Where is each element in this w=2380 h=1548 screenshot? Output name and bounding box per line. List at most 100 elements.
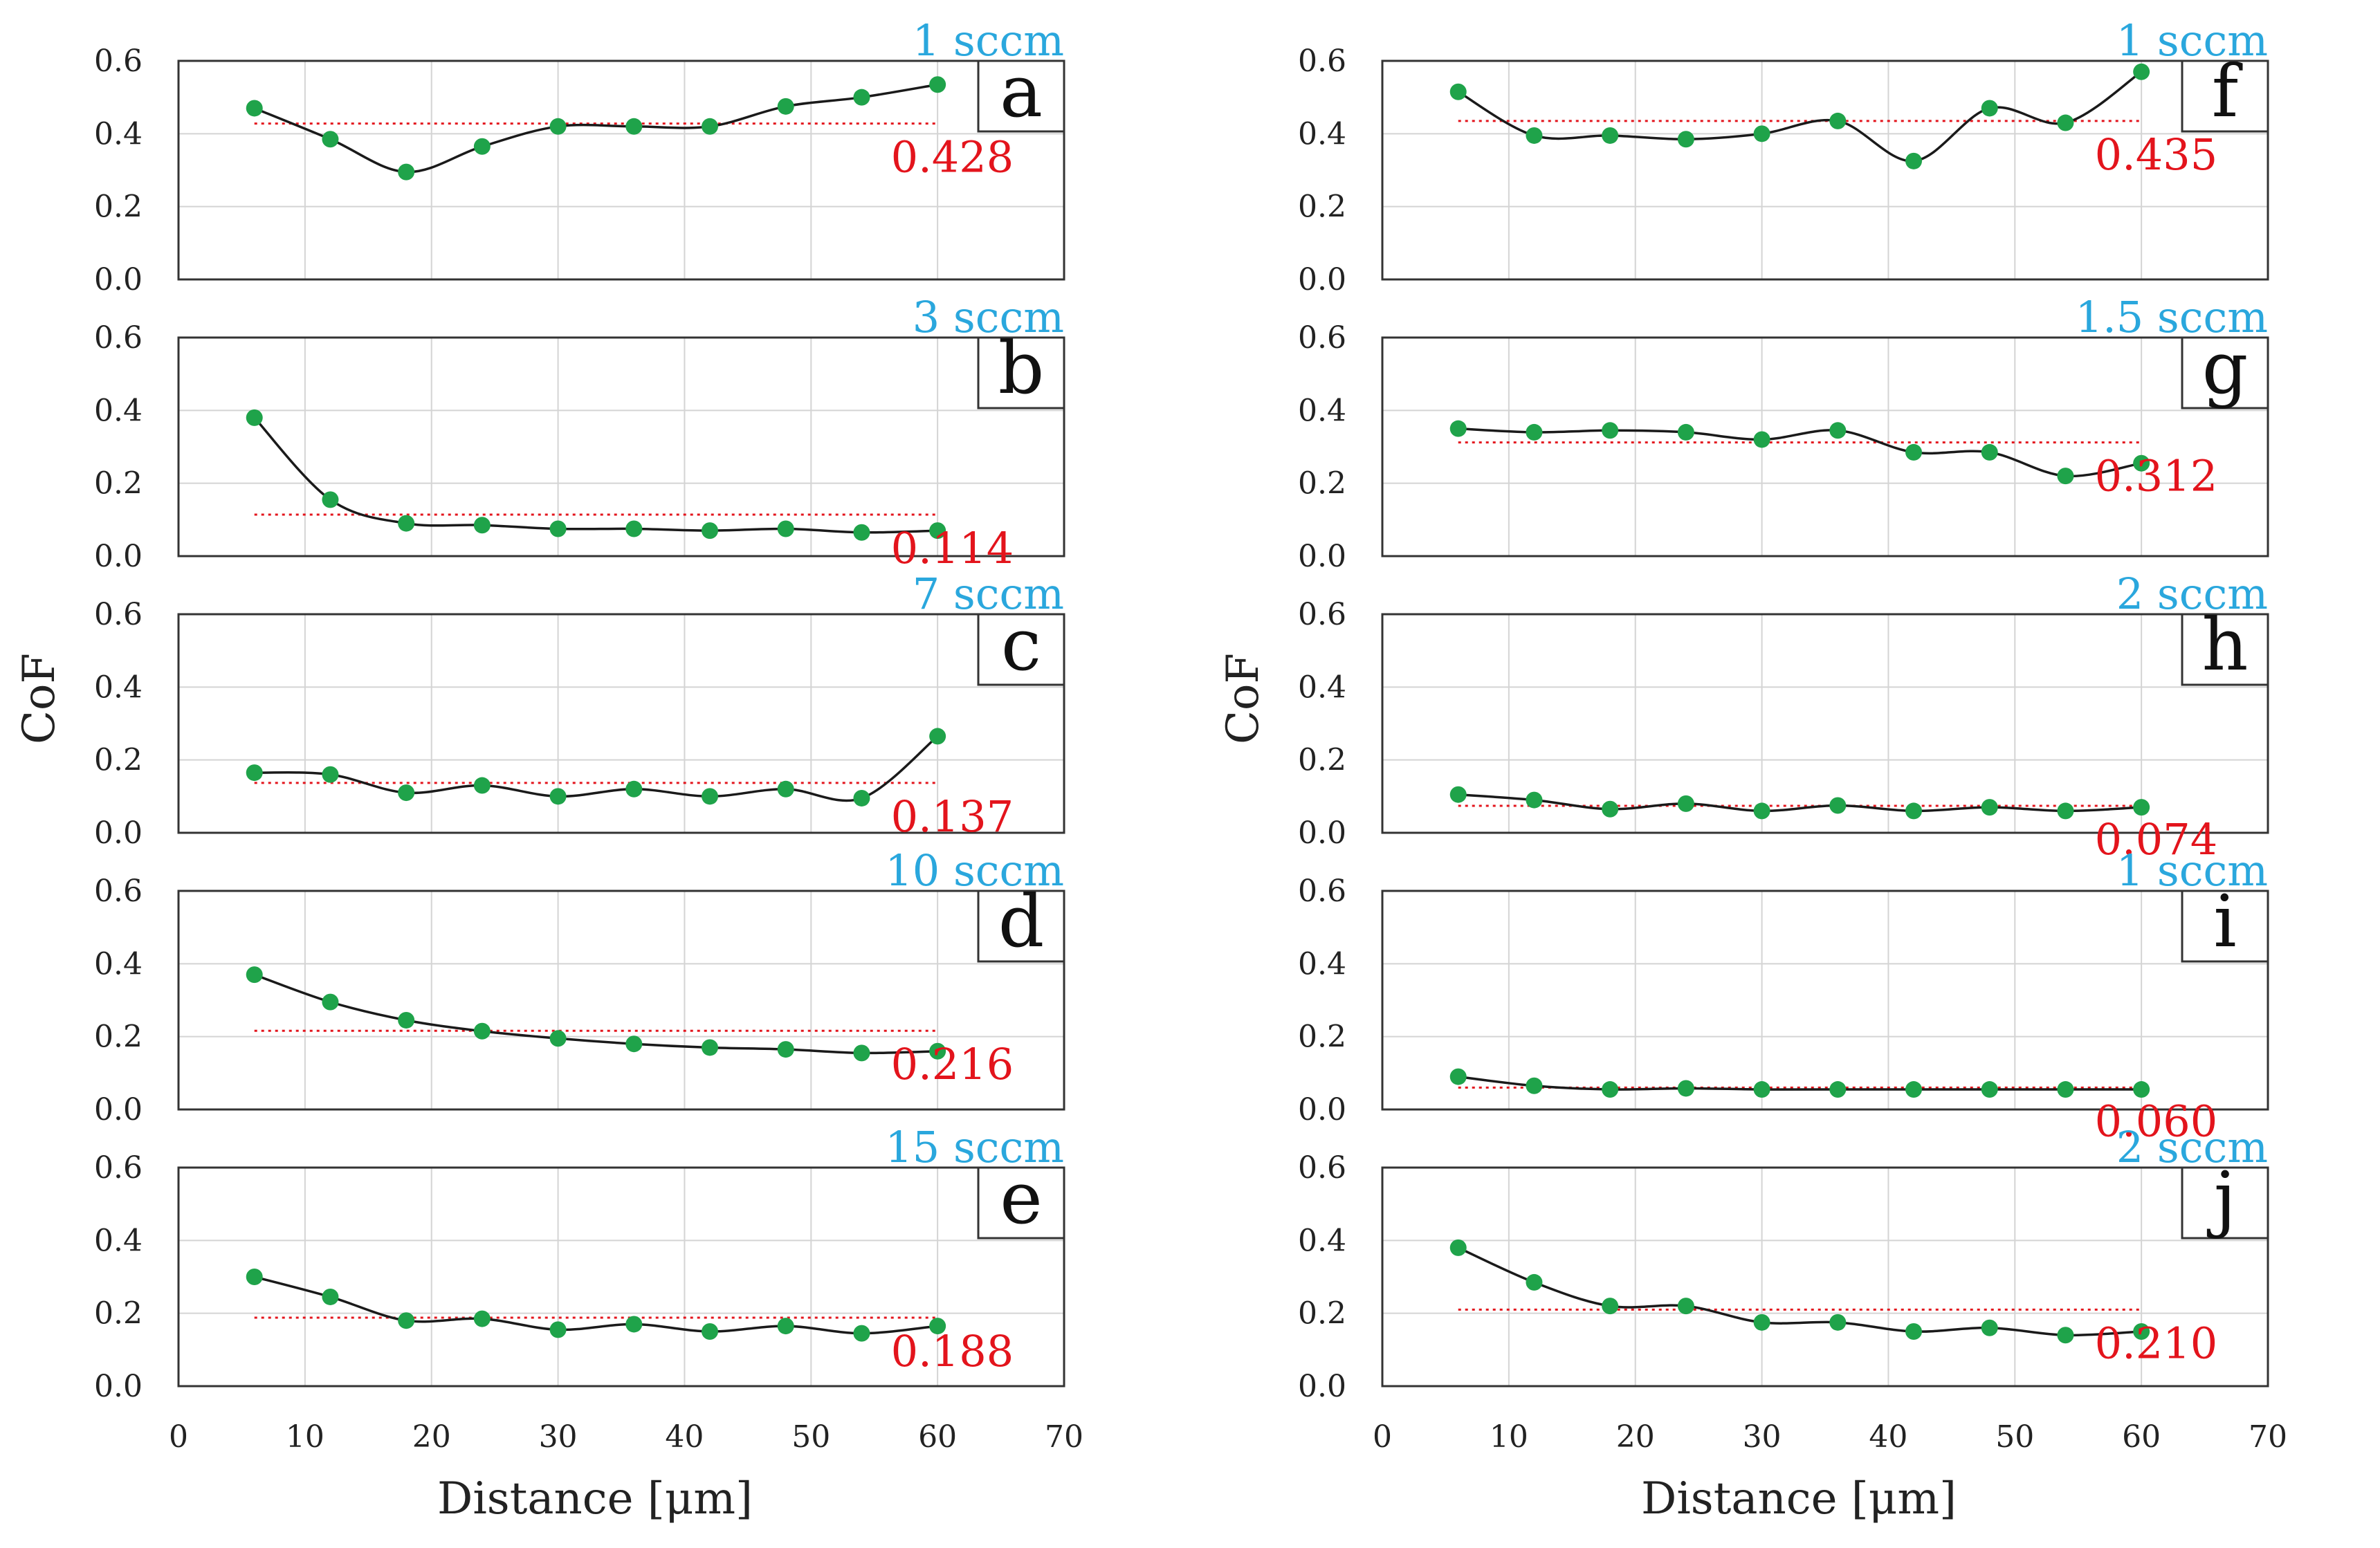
data-point [246, 1269, 263, 1285]
data-point [1905, 1081, 1922, 1098]
data-point [1526, 1077, 1543, 1094]
flow-rate-label: 2 sccm [2116, 1122, 2268, 1172]
data-point [1677, 423, 1694, 441]
y-tick-label: 0.6 [1298, 44, 1346, 79]
right-y-axis-title: CoF [1218, 653, 1269, 744]
plot-frame [1381, 336, 2269, 558]
panel-letter-box [977, 1166, 1065, 1240]
data-point [549, 520, 567, 537]
x-tick-label: 40 [665, 1419, 704, 1455]
flow-rate-label: 10 sccm [885, 845, 1064, 896]
data-point [2057, 468, 2074, 485]
x-tick-label: 0 [169, 1419, 188, 1455]
plot-frame [1381, 1166, 2269, 1388]
flow-rate-label: 3 sccm [913, 292, 1064, 342]
flow-rate-label: 1 sccm [2116, 15, 2268, 66]
data-point [1753, 125, 1770, 142]
data-point [1677, 131, 1694, 148]
data-point [473, 1310, 491, 1327]
series-line [1458, 1075, 2142, 1091]
x-tick-label: 0 [1373, 1419, 1392, 1455]
mean-value-label: 0.428 [891, 132, 1014, 183]
mean-value-label: 0.216 [891, 1039, 1014, 1089]
y-tick-label: 0.2 [1298, 743, 1346, 778]
panel-letter: d [998, 879, 1045, 964]
y-tick-label: 0.0 [94, 816, 143, 851]
plot-frame [177, 1166, 1065, 1388]
mean-value-label: 0.114 [891, 523, 1014, 573]
flow-rate-label: 1 sccm [2116, 845, 2268, 896]
left-y-axis-title: CoF [14, 653, 65, 744]
data-point [1981, 1081, 1998, 1098]
data-point [398, 163, 415, 181]
data-point [1677, 795, 1694, 812]
plot-frame [1381, 59, 2269, 281]
data-point [473, 138, 491, 155]
data-point [1753, 802, 1770, 820]
y-tick-label: 0.0 [94, 539, 143, 574]
data-point [929, 76, 946, 93]
data-point [1829, 422, 1847, 439]
data-point [929, 522, 946, 540]
mean-value-label: 0.137 [891, 791, 1014, 842]
data-point [322, 766, 339, 783]
plot-frame [177, 336, 1065, 558]
panel-letter-box [977, 890, 1065, 963]
data-point [1905, 443, 1922, 461]
y-tick-label: 0.0 [1298, 1092, 1346, 1127]
data-point [625, 118, 643, 135]
panel-letter-box [2181, 890, 2269, 963]
data-point [929, 1042, 946, 1060]
data-point [246, 409, 263, 426]
series-line [1458, 793, 2142, 813]
plot-frame [177, 890, 1065, 1111]
data-point [1449, 1239, 1467, 1256]
series-line [253, 416, 938, 534]
data-point [1981, 799, 1998, 816]
mean-value-label: 0.312 [2095, 451, 2218, 501]
data-point [702, 522, 718, 540]
y-tick-label: 0.4 [94, 393, 143, 428]
y-tick-label: 0.0 [1298, 1369, 1346, 1404]
mean-value-label: 0.435 [2095, 129, 2218, 180]
y-tick-label: 0.2 [1298, 1296, 1346, 1332]
y-tick-label: 0.6 [1298, 1150, 1346, 1186]
data-point [777, 98, 794, 115]
series-line [1458, 427, 2142, 478]
panel-letter-box [977, 613, 1065, 686]
y-tick-label: 0.2 [94, 1020, 143, 1055]
data-point [777, 1041, 794, 1058]
x-tick-label: 10 [286, 1419, 324, 1455]
panel-letter: a [1000, 49, 1043, 133]
data-point [1829, 1081, 1847, 1098]
series-line [254, 735, 939, 802]
data-point [2057, 114, 2074, 131]
plot-frame [177, 613, 1065, 834]
data-point [1449, 83, 1467, 100]
data-point [853, 1044, 870, 1062]
data-point [777, 1318, 794, 1335]
x-tick-label: 30 [539, 1419, 578, 1455]
data-point [1981, 1319, 1998, 1336]
data-point [853, 89, 870, 106]
panel-letter: g [2202, 326, 2249, 410]
y-tick-label: 0.4 [1298, 946, 1346, 982]
y-tick-label: 0.4 [94, 946, 143, 982]
y-tick-label: 0.0 [94, 262, 143, 297]
data-point [1677, 1080, 1694, 1097]
y-tick-label: 0.0 [1298, 816, 1346, 851]
data-point [853, 1325, 870, 1342]
data-point [246, 966, 263, 984]
data-point [702, 118, 718, 135]
data-point [625, 1035, 643, 1053]
data-point [1677, 1298, 1694, 1315]
data-point [322, 131, 339, 148]
panel-letter: f [2212, 49, 2243, 133]
data-point [1526, 423, 1543, 441]
y-tick-label: 0.0 [1298, 539, 1346, 574]
data-point [625, 1316, 643, 1333]
